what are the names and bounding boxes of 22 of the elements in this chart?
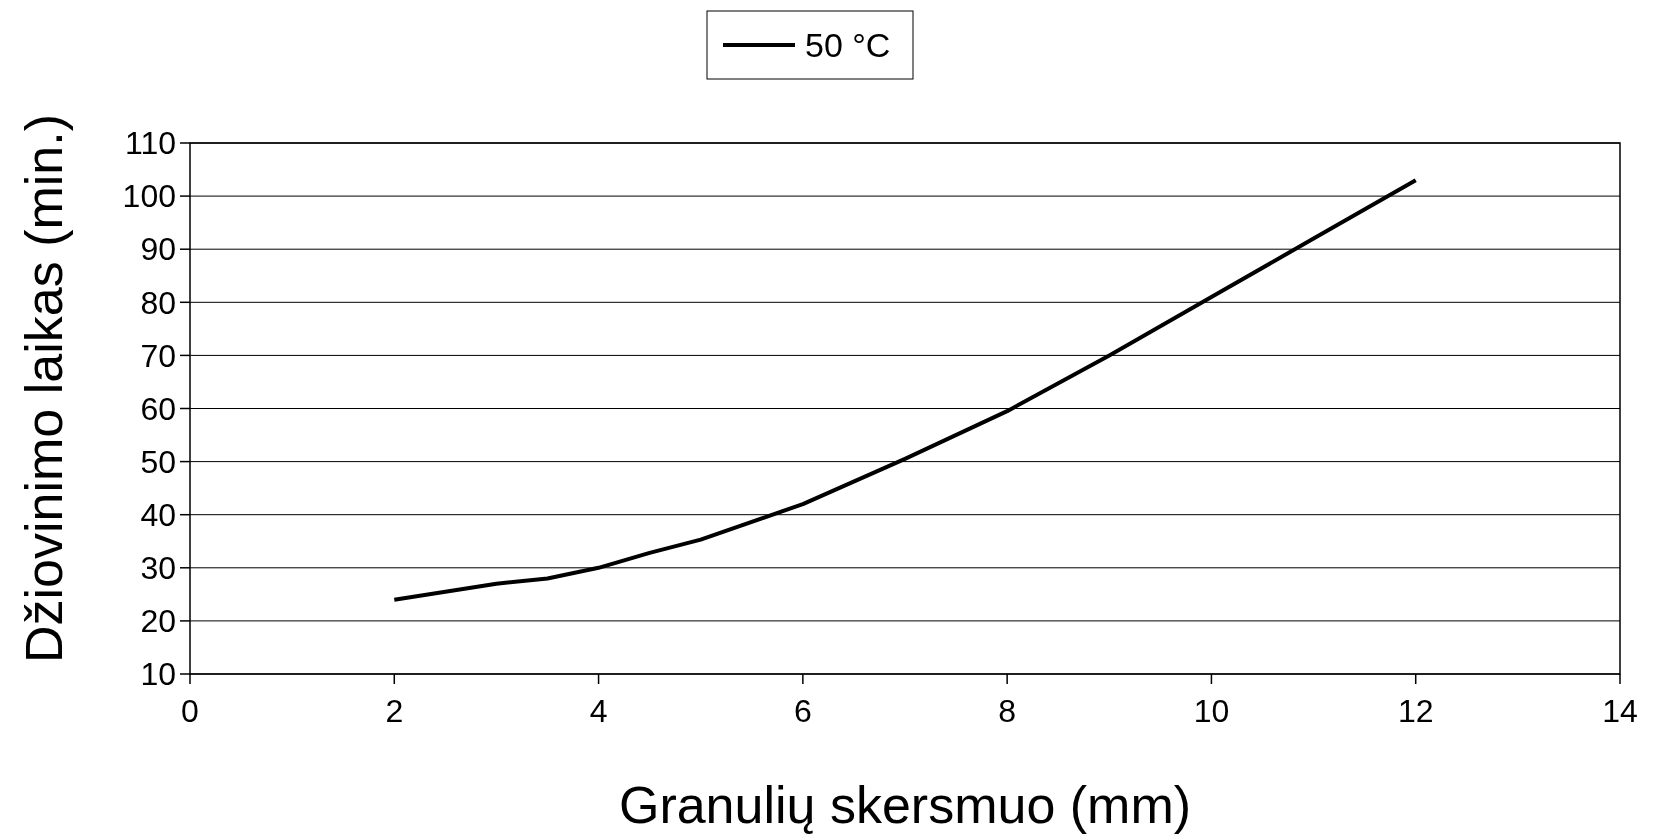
x-tick-label: 2 — [385, 693, 404, 729]
y-tick-label: 60 — [140, 390, 176, 427]
y-tick-label: 100 — [122, 178, 176, 215]
legend-label: 50 °C — [805, 25, 891, 64]
y-tick-label: 10 — [140, 656, 176, 693]
y-tick-label: 70 — [140, 337, 176, 374]
x-tick-label: 10 — [1193, 693, 1230, 729]
y-tick-label: 50 — [140, 443, 176, 480]
x-tick-label: 14 — [1602, 693, 1638, 729]
y-tick-label: 80 — [140, 284, 176, 321]
x-tick-label: 0 — [181, 693, 199, 729]
y-tick-label: 40 — [140, 496, 176, 533]
x-tick-label: 6 — [793, 693, 812, 729]
x-axis-title: Granulių skersmuo (mm) — [618, 776, 1192, 834]
y-tick-label: 30 — [140, 550, 176, 586]
y-tick-label: 20 — [140, 603, 176, 640]
x-tick-label: 8 — [998, 693, 1017, 729]
y-tick-label: 90 — [140, 231, 176, 268]
y-tick-label: 110 — [124, 125, 176, 162]
x-tick-label: 4 — [589, 693, 608, 729]
y-axis-title: Džiovinimo laikas (min.) — [15, 114, 73, 663]
x-tick-label: 12 — [1397, 693, 1434, 729]
